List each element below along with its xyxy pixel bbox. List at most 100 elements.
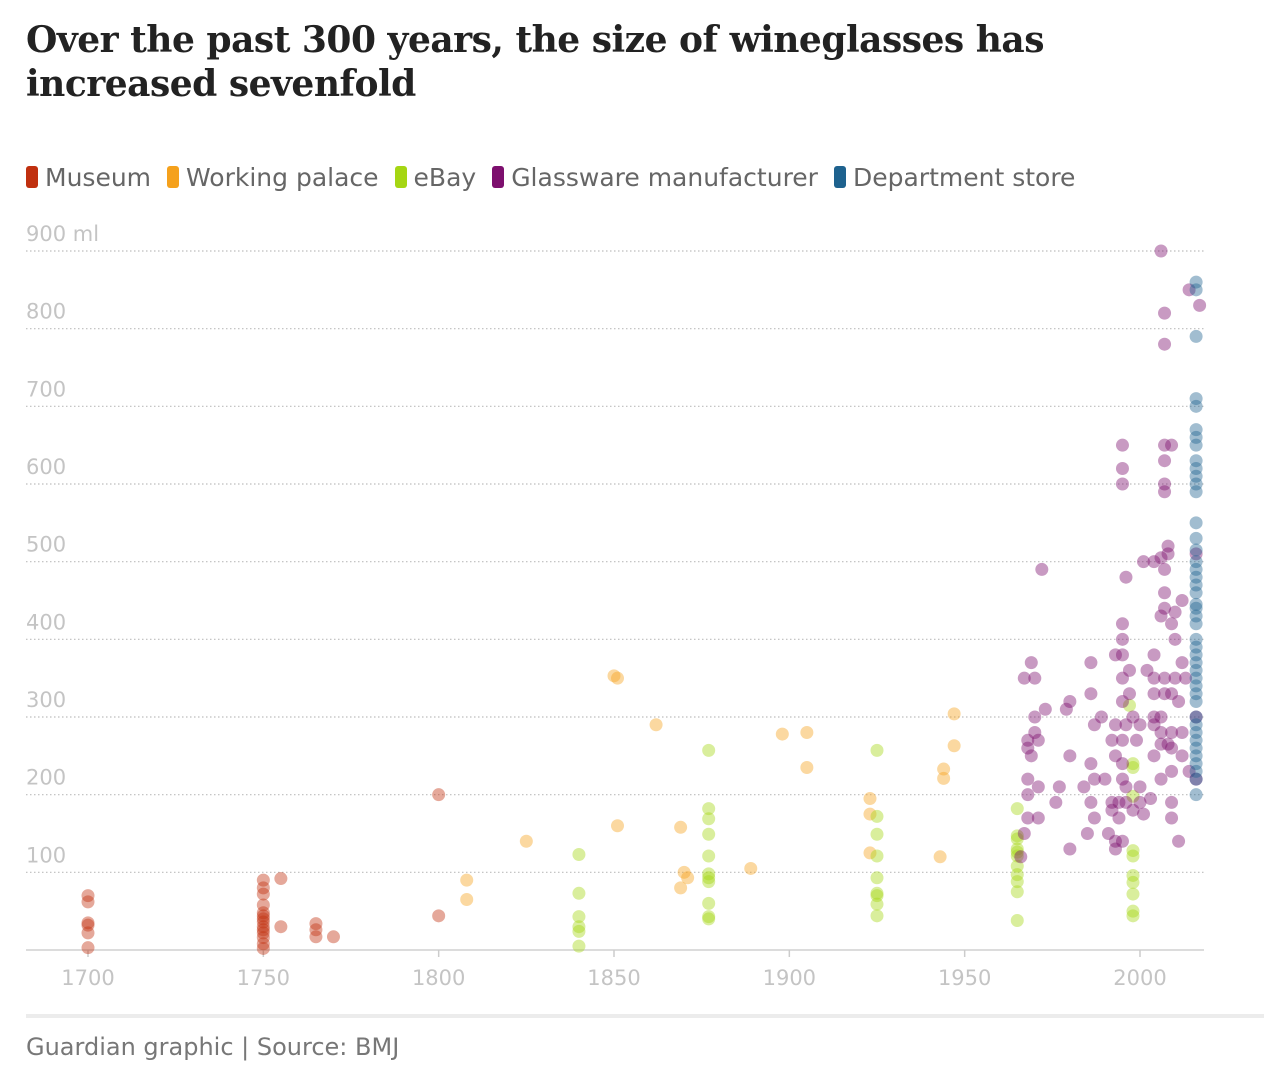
- data-point-glassware-manufacturer: [1021, 788, 1035, 802]
- data-point-museum: [256, 912, 270, 926]
- x-tick-label: 2000: [1113, 966, 1166, 990]
- y-tick-label: 200: [26, 766, 66, 790]
- data-point-museum: [256, 873, 270, 887]
- data-point-glassware-manufacturer: [1137, 807, 1151, 821]
- data-point-glassware-manufacturer: [1154, 772, 1168, 786]
- data-point-department-store: [1189, 329, 1203, 343]
- legend-swatch-department-store: [833, 166, 846, 188]
- data-point-department-store: [1189, 461, 1203, 475]
- x-tick-label: 1850: [587, 966, 640, 990]
- data-point-glassware-manufacturer: [1031, 733, 1045, 747]
- data-point-glassware-manufacturer: [1168, 632, 1182, 646]
- data-point-department-store: [1189, 454, 1203, 468]
- x-tick-label: 1750: [237, 966, 290, 990]
- legend-label-museum: Museum: [45, 162, 152, 192]
- data-point-glassware-manufacturer: [1158, 562, 1172, 576]
- data-point-ebay: [1010, 875, 1024, 889]
- data-point-ebay: [870, 827, 884, 841]
- data-point-working-palace: [947, 707, 961, 721]
- data-point-department-store: [1189, 477, 1203, 491]
- data-point-glassware-manufacturer: [1147, 648, 1161, 662]
- data-point-working-palace: [863, 846, 877, 860]
- data-point-ebay: [572, 939, 586, 953]
- data-point-glassware-manufacturer: [1154, 244, 1168, 258]
- data-point-glassware-manufacturer: [1161, 539, 1175, 553]
- data-point-department-store: [1189, 757, 1203, 771]
- data-point-glassware-manufacturer: [1108, 718, 1122, 732]
- data-point-museum: [256, 920, 270, 934]
- data-point-department-store: [1189, 423, 1203, 437]
- data-point-museum: [81, 889, 95, 903]
- data-point-glassware-manufacturer: [1175, 726, 1189, 740]
- data-point-glassware-manufacturer: [1193, 298, 1207, 312]
- data-point-department-store: [1189, 749, 1203, 763]
- data-point-glassware-manufacturer: [1154, 726, 1168, 740]
- data-point-department-store: [1189, 710, 1203, 724]
- data-point-glassware-manufacturer: [1172, 694, 1186, 708]
- x-tick-label: 1700: [61, 966, 114, 990]
- data-point-museum: [274, 872, 288, 886]
- data-point-ebay: [1010, 802, 1024, 816]
- data-point-glassware-manufacturer: [1175, 749, 1189, 763]
- data-point-glassware-manufacturer: [1154, 710, 1168, 724]
- data-point-glassware-manufacturer: [1101, 827, 1115, 840]
- data-point-glassware-manufacturer: [1175, 656, 1189, 670]
- legend-item-glassware-manufacturer: Glassware manufacturer: [492, 163, 818, 192]
- data-point-ebay: [702, 910, 716, 924]
- data-point-glassware-manufacturer: [1115, 438, 1129, 452]
- data-point-ebay: [1122, 698, 1136, 712]
- data-point-glassware-manufacturer: [1028, 726, 1042, 740]
- data-point-glassware-manufacturer: [1172, 834, 1186, 848]
- data-point-working-palace: [611, 671, 625, 685]
- y-tick-label: 400: [26, 610, 66, 634]
- data-point-museum: [309, 930, 323, 944]
- data-point-glassware-manufacturer: [1021, 741, 1035, 755]
- data-point-glassware-manufacturer: [1024, 749, 1038, 763]
- data-point-ebay: [1126, 875, 1140, 889]
- data-point-glassware-manufacturer: [1165, 438, 1179, 452]
- data-point-ebay: [702, 875, 716, 889]
- data-point-glassware-manufacturer: [1165, 811, 1179, 825]
- data-point-museum: [256, 941, 270, 955]
- data-point-glassware-manufacturer: [1133, 718, 1147, 732]
- data-point-glassware-manufacturer: [1189, 772, 1203, 786]
- data-point-glassware-manufacturer: [1115, 617, 1129, 631]
- legend-item-department-store: Department store: [833, 163, 1075, 192]
- data-point-ebay: [870, 886, 884, 900]
- data-point-museum: [256, 887, 270, 901]
- data-point-glassware-manufacturer: [1165, 617, 1179, 631]
- data-point-glassware-manufacturer: [1158, 306, 1172, 320]
- legend-label-ebay: eBay: [413, 162, 477, 192]
- chart-title: Over the past 300 years, the size of win…: [26, 19, 1045, 105]
- data-point-department-store: [1189, 597, 1203, 611]
- data-point-department-store: [1189, 531, 1203, 545]
- legend-swatch-ebay: [394, 166, 407, 188]
- data-point-ebay: [572, 847, 586, 861]
- data-point-glassware-manufacturer: [1147, 710, 1161, 724]
- y-tick-label: 800: [26, 300, 66, 324]
- data-point-department-store: [1189, 392, 1203, 406]
- data-point-ebay: [1126, 909, 1140, 923]
- data-point-ebay: [1010, 859, 1024, 873]
- data-point-working-palace: [947, 739, 961, 753]
- data-point-glassware-manufacturer: [1133, 780, 1147, 794]
- data-point-glassware-manufacturer: [1063, 749, 1077, 763]
- data-point-glassware-manufacturer: [1122, 687, 1136, 701]
- data-point-museum: [81, 916, 95, 930]
- data-point-glassware-manufacturer: [1158, 586, 1172, 600]
- data-point-ebay: [1126, 868, 1140, 882]
- y-tick-label: 300: [26, 688, 66, 712]
- data-point-museum: [432, 788, 446, 802]
- data-point-museum: [256, 923, 270, 937]
- data-point-glassware-manufacturer: [1115, 834, 1129, 848]
- data-point-glassware-manufacturer: [1017, 671, 1031, 685]
- data-point-department-store: [1189, 609, 1203, 623]
- data-point-ebay: [702, 827, 716, 841]
- x-tick-label: 1800: [412, 966, 465, 990]
- data-point-museum: [256, 898, 270, 912]
- data-point-ebay: [870, 871, 884, 885]
- data-point-glassware-manufacturer: [1182, 764, 1196, 778]
- source-credit: Guardian graphic | Source: BMJ: [26, 1033, 400, 1061]
- footer-divider: [26, 1014, 1264, 1018]
- data-point-ebay: [702, 849, 716, 863]
